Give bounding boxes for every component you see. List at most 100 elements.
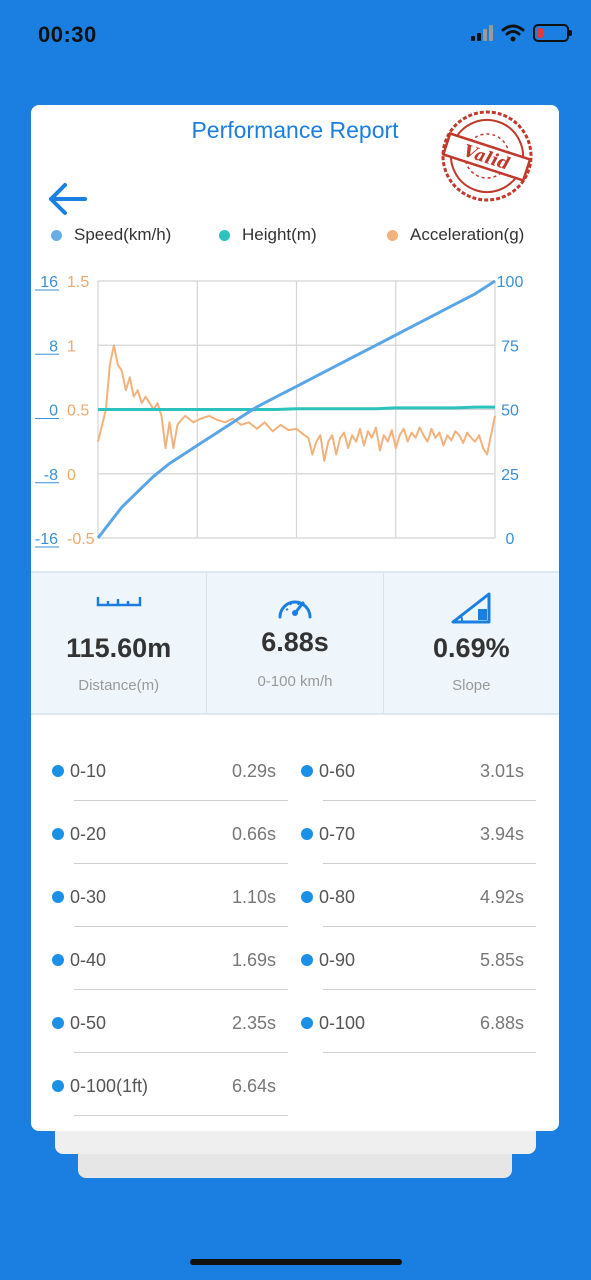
height-tick-label: 0 <box>49 403 58 420</box>
wifi-icon <box>501 24 525 42</box>
split-divider <box>74 989 288 990</box>
stat-slope-label: Slope <box>452 677 491 694</box>
split-dot-icon <box>301 765 313 777</box>
performance-chart: 16 8 0 -8 -16 1.5 1 0.5 0 -0.5 100 75 50 25 0 <box>35 274 524 548</box>
split-time-item: 0-80 4.92s <box>301 867 536 930</box>
split-label: 0-50 <box>70 1013 107 1033</box>
legend-acceleration-label: Acceleration(g) <box>410 225 525 244</box>
split-label: 0-20 <box>70 824 107 844</box>
stat-slope-value: 0.69% <box>433 633 510 663</box>
stat-acceleration-time: 6.88s 0-100 km/h <box>207 573 384 713</box>
height-tick-label: 8 <box>49 338 58 355</box>
height-tick-label: -16 <box>35 531 58 548</box>
split-time-item: 0-70 3.94s <box>301 804 536 867</box>
split-value: 4.92s <box>479 887 524 907</box>
split-label: 0-100(1ft) <box>70 1076 149 1096</box>
split-time-item: 0-90 5.85s <box>301 930 536 993</box>
split-label: 0-30 <box>70 887 107 907</box>
page-title: Performance Report <box>191 117 399 143</box>
split-time-item: 0-40 1.69s <box>52 930 288 993</box>
status-bar: 00:30 <box>0 0 591 72</box>
status-icons <box>471 24 572 42</box>
split-time-item: 0-30 1.10s <box>52 867 288 930</box>
split-time-item: 0-100(1ft) 6.64s <box>52 1056 288 1119</box>
legend-acceleration: Acceleration(g) <box>387 225 524 245</box>
split-dot-icon <box>52 828 64 840</box>
battery-icon <box>533 24 572 42</box>
legend-acceleration-dot <box>387 229 398 241</box>
stat-distance-value: 115.60m <box>66 633 172 663</box>
stat-distance-label: Distance(m) <box>78 677 160 694</box>
speed-tick-label: 75 <box>501 338 519 355</box>
back-arrow-icon[interactable] <box>45 181 89 217</box>
split-value: 6.64s <box>231 1076 276 1096</box>
height-series-line <box>98 405 495 411</box>
home-indicator[interactable] <box>190 1259 402 1265</box>
split-divider <box>323 926 536 927</box>
stat-distance: 115.60m Distance(m) <box>31 573 208 713</box>
split-dot-icon <box>52 954 64 966</box>
split-dot-icon <box>52 891 64 903</box>
split-divider <box>323 863 536 864</box>
legend-speed-dot <box>51 229 62 241</box>
split-value: 3.94s <box>479 824 524 844</box>
split-value: 5.85s <box>479 950 524 970</box>
acceleration-tick-label: 0.5 <box>67 403 89 420</box>
split-divider <box>74 1115 288 1116</box>
split-label: 0-100 <box>319 1013 366 1033</box>
split-time-item: 0-100 6.88s <box>301 993 536 1056</box>
split-label: 0-70 <box>319 824 356 844</box>
legend-height-label: Height(m) <box>242 225 317 244</box>
acceleration-tick-label: 1.5 <box>67 274 89 291</box>
split-label: 0-40 <box>70 950 107 970</box>
split-time-item: 0-20 0.66s <box>52 804 288 867</box>
slope-icon <box>451 592 491 624</box>
stat-slope: 0.69% Slope <box>384 573 559 713</box>
speed-series-line <box>96 279 496 539</box>
split-dot-icon <box>301 828 313 840</box>
split-value: 0.66s <box>231 824 276 844</box>
split-dot-icon <box>301 891 313 903</box>
split-divider <box>323 1052 536 1053</box>
split-dot-icon <box>52 765 64 777</box>
speed-tick-label: 25 <box>501 467 519 484</box>
speed-tick-label: 50 <box>501 403 519 420</box>
split-label: 0-10 <box>70 761 107 781</box>
split-value: 6.88s <box>479 1013 524 1033</box>
legend-height: Height(m) <box>219 225 317 245</box>
legend-height-dot <box>219 229 230 241</box>
speed-tick-label: 100 <box>497 274 524 291</box>
split-value: 0.29s <box>231 761 276 781</box>
valid-stamp-icon: Valid <box>441 110 533 202</box>
ruler-icon <box>96 597 141 607</box>
split-time-item: 0-60 3.01s <box>301 741 536 804</box>
height-tick-label: 16 <box>40 274 58 291</box>
legend-speed-label: Speed(km/h) <box>74 225 172 244</box>
height-tick-label: -8 <box>44 467 58 484</box>
speed-tick-label: 0 <box>506 531 515 548</box>
acceleration-tick-label: -0.5 <box>67 531 95 548</box>
split-divider <box>74 1052 288 1053</box>
split-dot-icon <box>52 1080 64 1092</box>
stat-acceleration-time-label: 0-100 km/h <box>257 673 333 690</box>
split-dot-icon <box>52 1017 64 1029</box>
stat-acceleration-time-value: 6.88s <box>261 627 329 657</box>
cellular-signal-icon <box>471 25 493 41</box>
acceleration-tick-label: 0 <box>67 467 76 484</box>
split-divider <box>74 800 288 801</box>
speedometer-icon <box>278 600 312 619</box>
split-time-item: 0-50 2.35s <box>52 993 288 1056</box>
split-value: 1.10s <box>231 887 276 907</box>
acceleration-series-line <box>97 344 496 462</box>
status-time: 00:30 <box>38 22 97 47</box>
legend-speed: Speed(km/h) <box>51 225 171 245</box>
acceleration-tick-label: 1 <box>67 338 76 355</box>
split-dot-icon <box>301 1017 313 1029</box>
split-divider <box>74 926 288 927</box>
split-divider <box>323 989 536 990</box>
split-divider <box>74 863 288 864</box>
split-dot-icon <box>301 954 313 966</box>
split-label: 0-80 <box>319 887 356 907</box>
split-label: 0-90 <box>319 950 356 970</box>
split-value: 2.35s <box>231 1013 276 1033</box>
